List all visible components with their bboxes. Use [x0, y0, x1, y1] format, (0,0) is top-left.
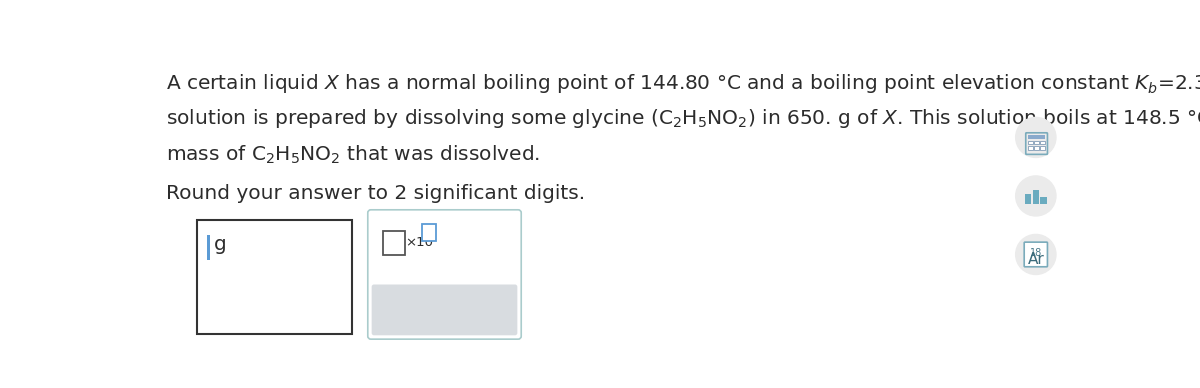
Text: Round your answer to 2 significant digits.: Round your answer to 2 significant digit…: [166, 184, 584, 203]
Text: solution is prepared by dissolving some glycine (C$_2$H$_5$NO$_2$) in 650. g of : solution is prepared by dissolving some …: [166, 107, 1200, 130]
Text: ×: ×: [391, 300, 409, 320]
Bar: [422, 224, 436, 241]
Text: 18: 18: [1030, 248, 1042, 258]
Text: Ar: Ar: [1027, 252, 1044, 267]
Bar: [1040, 146, 1045, 150]
Text: ↺: ↺: [436, 300, 454, 320]
Text: ?: ?: [482, 300, 494, 320]
FancyBboxPatch shape: [372, 284, 517, 335]
Circle shape: [1015, 234, 1056, 274]
Bar: [1033, 190, 1039, 204]
Bar: [1028, 140, 1033, 144]
Bar: [1028, 135, 1045, 139]
Bar: [208, 235, 210, 260]
Bar: [1025, 194, 1031, 204]
Bar: [1034, 140, 1039, 144]
FancyBboxPatch shape: [367, 210, 521, 339]
FancyBboxPatch shape: [1025, 242, 1048, 267]
Text: mass of C$_2$H$_5$NO$_2$ that was dissolved.: mass of C$_2$H$_5$NO$_2$ that was dissol…: [166, 144, 540, 166]
Circle shape: [1015, 176, 1056, 216]
Text: g: g: [215, 235, 227, 254]
Bar: [1028, 146, 1033, 150]
Bar: [383, 230, 404, 255]
Bar: [1034, 146, 1039, 150]
Bar: [197, 220, 352, 334]
Circle shape: [1015, 118, 1056, 158]
Text: A certain liquid $\mathit{X}$ has a normal boiling point of 144.80 °C and a boil: A certain liquid $\mathit{X}$ has a norm…: [166, 70, 1200, 95]
Bar: [1040, 197, 1046, 204]
Text: ×10: ×10: [404, 236, 433, 249]
Bar: [1040, 140, 1045, 144]
